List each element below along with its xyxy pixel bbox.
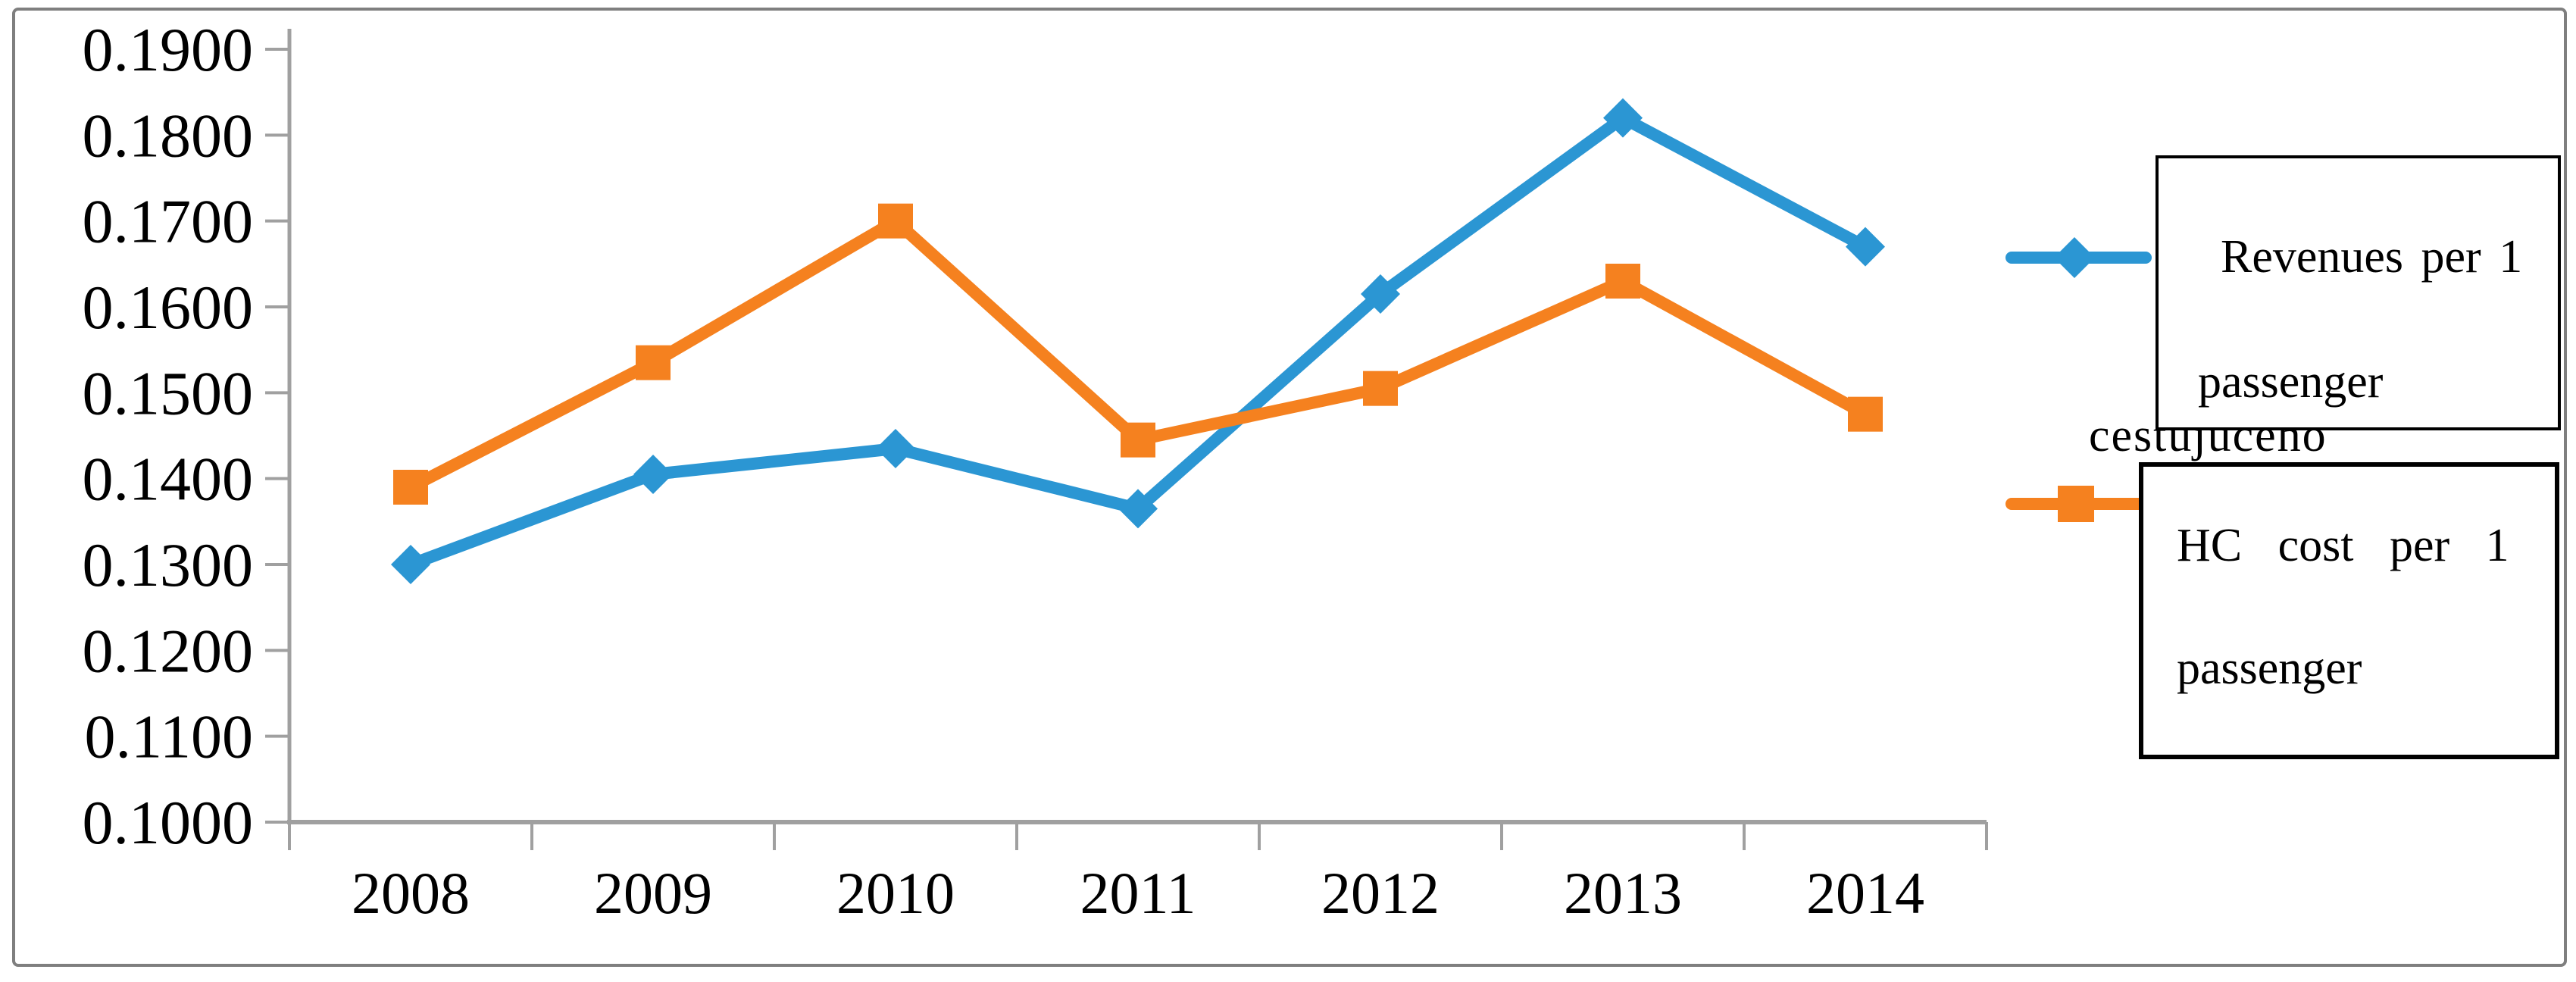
data-point-hc-cost-2013[interactable] — [1605, 264, 1640, 299]
y-axis-tick-label: 0.1300 — [83, 530, 254, 599]
data-point-revenues-2008[interactable] — [391, 545, 430, 584]
data-point-revenues-2014[interactable] — [1846, 227, 1885, 267]
legend-key-marker-hc-cost[interactable] — [2058, 486, 2094, 522]
x-axis-year-label: 2014 — [1806, 860, 1924, 926]
data-point-hc-cost-2014[interactable] — [1848, 396, 1883, 432]
x-axis-year-label: 2008 — [352, 860, 470, 926]
x-axis-year-label: 2013 — [1564, 860, 1682, 926]
data-point-revenues-2010[interactable] — [876, 429, 915, 468]
legend-item-revenues[interactable]: Revenues per 1 passenger — [2156, 155, 2561, 430]
x-axis-year-label: 2011 — [1080, 860, 1196, 926]
y-axis-tick-label: 0.1700 — [83, 187, 254, 256]
x-axis-year-label: 2009 — [594, 860, 712, 926]
data-point-hc-cost-2011[interactable] — [1121, 422, 1155, 458]
data-point-hc-cost-2010[interactable] — [878, 203, 913, 239]
data-point-revenues-2013[interactable] — [1603, 98, 1643, 138]
x-axis-year-label: 2012 — [1321, 860, 1440, 926]
y-axis-tick-label: 0.1100 — [85, 702, 253, 771]
legend-label-revenues-line1: Revenues per 1 — [2221, 231, 2523, 283]
data-point-hc-cost-2008[interactable] — [393, 470, 428, 505]
y-axis-tick-label: 0.1200 — [83, 616, 254, 685]
legend-key-marker-revenues[interactable] — [2054, 237, 2095, 278]
data-point-revenues-2009[interactable] — [633, 455, 673, 494]
x-axis-year-label: 2010 — [836, 860, 955, 926]
data-point-revenues-2012[interactable] — [1361, 274, 1400, 314]
y-axis-tick-label: 0.1000 — [83, 788, 254, 857]
legend-label-revenues-line2: passenger — [2198, 356, 2384, 408]
data-point-hc-cost-2012[interactable] — [1363, 371, 1398, 406]
data-point-hc-cost-2009[interactable] — [636, 345, 671, 380]
y-axis-tick-label: 0.1400 — [83, 445, 254, 514]
legend-label-hc-cost-line2: passenger — [2177, 643, 2362, 694]
y-axis-tick-label: 0.1600 — [83, 273, 254, 342]
y-axis-tick-label: 0.1500 — [83, 358, 254, 427]
data-point-revenues-2011[interactable] — [1118, 489, 1158, 529]
legend-label-hc-cost-line1: HC cost per 1 — [2177, 520, 2509, 571]
y-axis-tick-label: 0.1800 — [83, 101, 254, 170]
y-axis-tick-label: 0.1900 — [83, 15, 254, 84]
legend-item-hc-cost[interactable]: HC cost per 1 passenger — [2139, 462, 2559, 759]
